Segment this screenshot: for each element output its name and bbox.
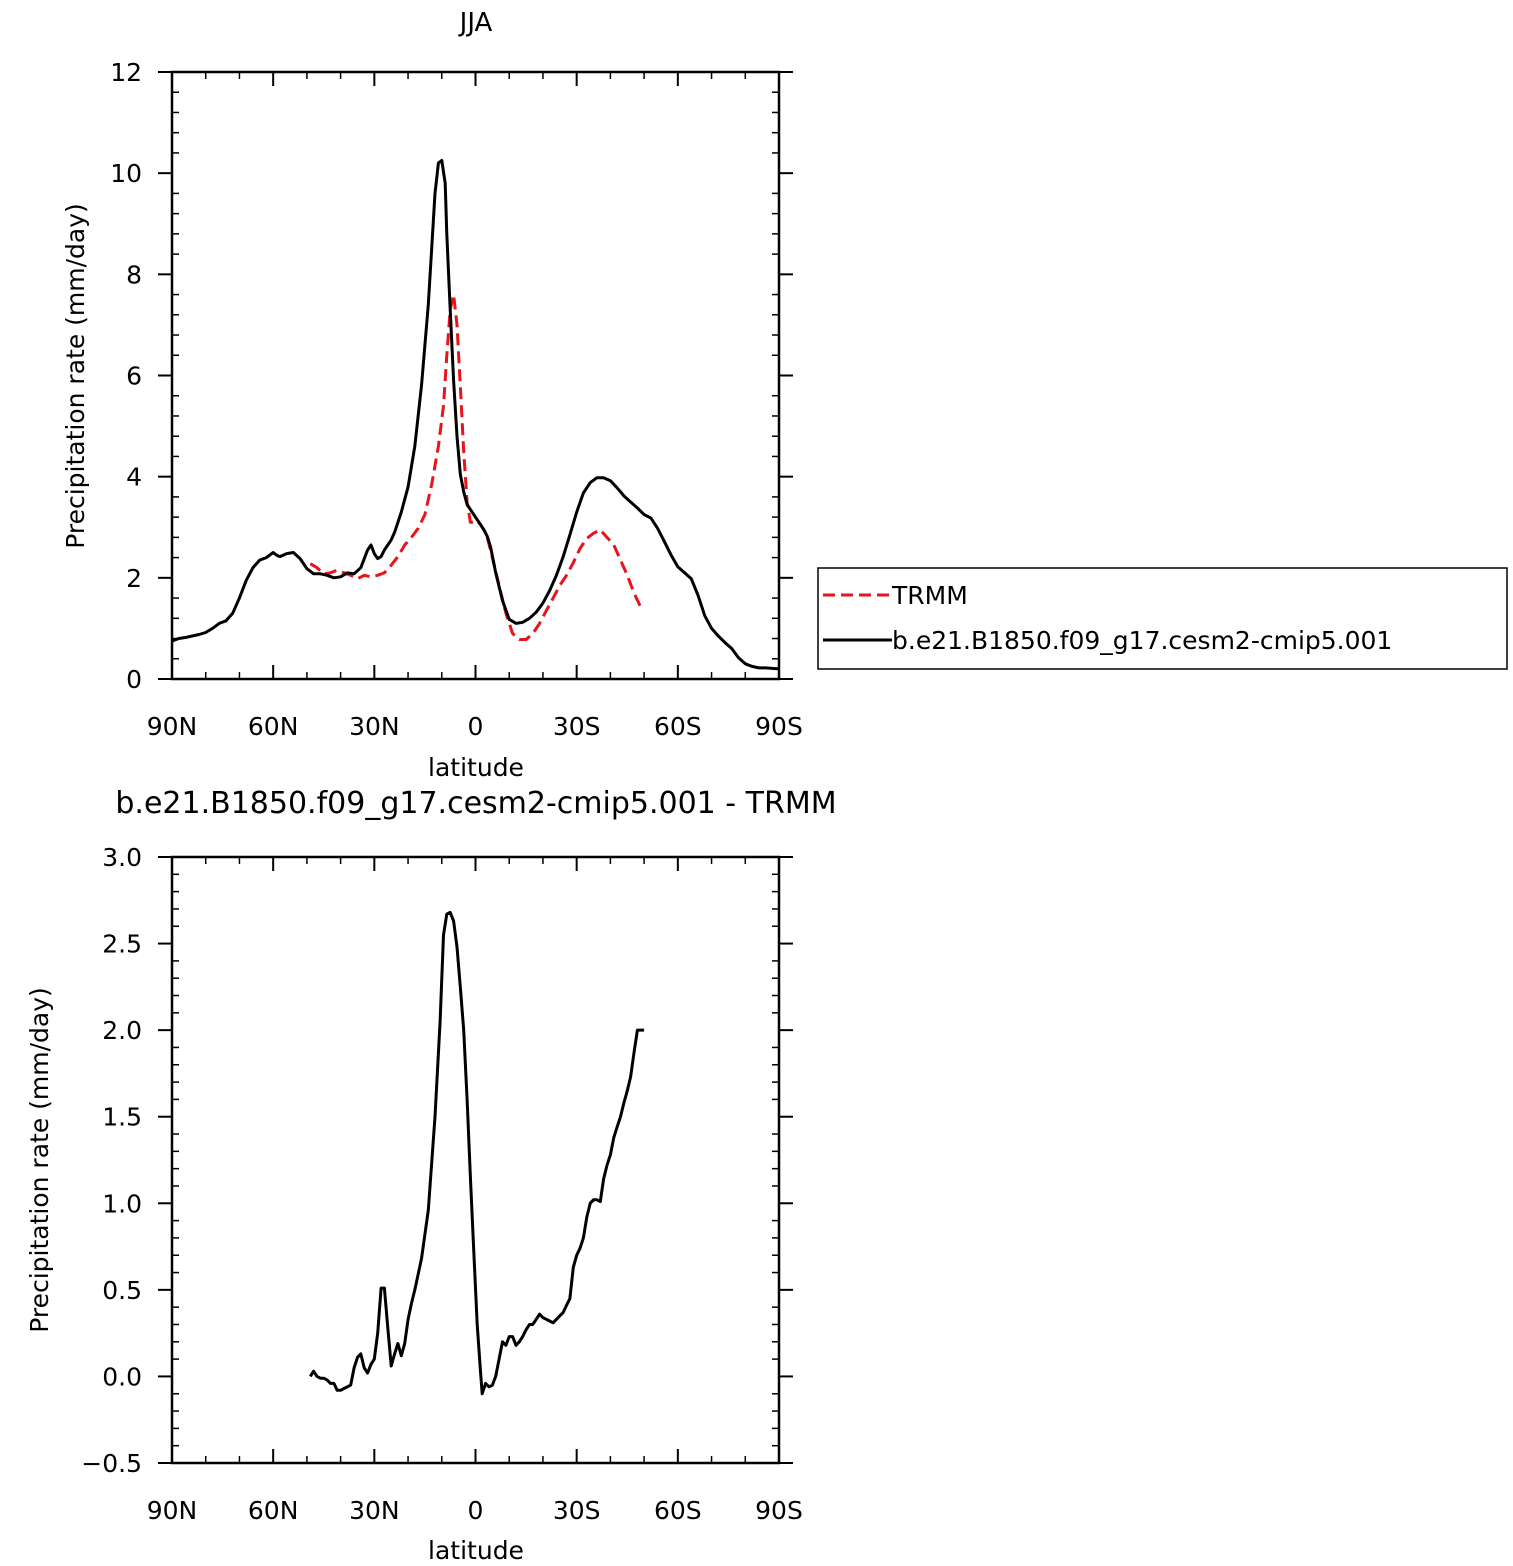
y-tick-label: 1.0 (102, 1189, 142, 1218)
tick-marks: 90N 60N 30N 0 30S 60S 90S −0.5 0.0 0.5 1.0 1.5 2.0 2.… (81, 843, 803, 1525)
y-tick-label: 3.0 (102, 843, 142, 872)
y-tick-label: 0.0 (102, 1362, 142, 1391)
trmm-series-line (309, 293, 643, 641)
y-tick-label: 2 (126, 564, 142, 593)
y-tick-label: 8 (126, 260, 142, 289)
y-tick-label: 4 (126, 463, 142, 492)
chart-title: JJA (458, 8, 493, 38)
bottom-panel-difference-chart: b.e21.B1850.f09_g17.cesm2-cmip5.001 - TR… (25, 786, 837, 1565)
x-tick-label: 0 (468, 712, 484, 741)
legend-box (817, 567, 1508, 670)
y-tick-label: −0.5 (81, 1449, 142, 1478)
x-tick-label: 0 (468, 1496, 484, 1525)
b-e21-b1850-f09-g17-cesm2-cmip5-001-series-line (171, 159, 780, 671)
y-tick-label: 10 (110, 159, 142, 188)
y-axis-label: Precipitation rate (mm/day) (61, 203, 90, 549)
x-axis-label: latitude (428, 1536, 524, 1565)
x-tick-label: 90S (755, 1496, 803, 1525)
x-tick-label: 90N (147, 712, 198, 741)
y-tick-label: 0 (126, 665, 142, 694)
x-tick-label: 90S (755, 712, 803, 741)
y-axis-label: Precipitation rate (mm/day) (25, 987, 54, 1333)
x-tick-label: 90N (147, 1496, 198, 1525)
tick-marks: 90N 60N 30N 0 30S 60S 90S 0 2 4 6 8 10 12 (110, 58, 803, 741)
x-tick-label: 60N (248, 1496, 299, 1525)
y-tick-label: 2.0 (102, 1016, 142, 1045)
y-tick-label: 1.5 (102, 1103, 142, 1132)
y-tick-label: 12 (110, 58, 142, 87)
x-tick-label: 30N (349, 712, 400, 741)
x-tick-label: 60N (248, 712, 299, 741)
top-panel-precip-chart: JJA latitude Precipitation rate (mm/day)… (61, 8, 803, 782)
y-tick-label: 2.5 (102, 930, 142, 959)
x-tick-label: 60S (654, 1496, 702, 1525)
plot-frame (170, 70, 781, 681)
difference-series-line (309, 910, 645, 1396)
x-axis-label: latitude (428, 753, 524, 782)
x-tick-label: 30N (349, 1496, 400, 1525)
y-tick-label: 6 (126, 362, 142, 391)
legend-label-trmm: TRMM (891, 581, 968, 610)
y-tick-label: 0.5 (102, 1276, 142, 1305)
legend-label-cesm2: b.e21.B1850.f09_g17.cesm2-cmip5.001 (892, 626, 1392, 655)
series-layer (309, 910, 645, 1396)
legend: TRMM b.e21.B1850.f09_g17.cesm2-cmip5.001 (817, 567, 1508, 670)
chart-title: b.e21.B1850.f09_g17.cesm2-cmip5.001 - TR… (115, 786, 836, 821)
x-tick-label: 30S (553, 1496, 601, 1525)
x-tick-label: 30S (553, 712, 601, 741)
plot-frame (170, 855, 781, 1465)
series-layer (171, 159, 780, 671)
x-tick-label: 60S (654, 712, 702, 741)
